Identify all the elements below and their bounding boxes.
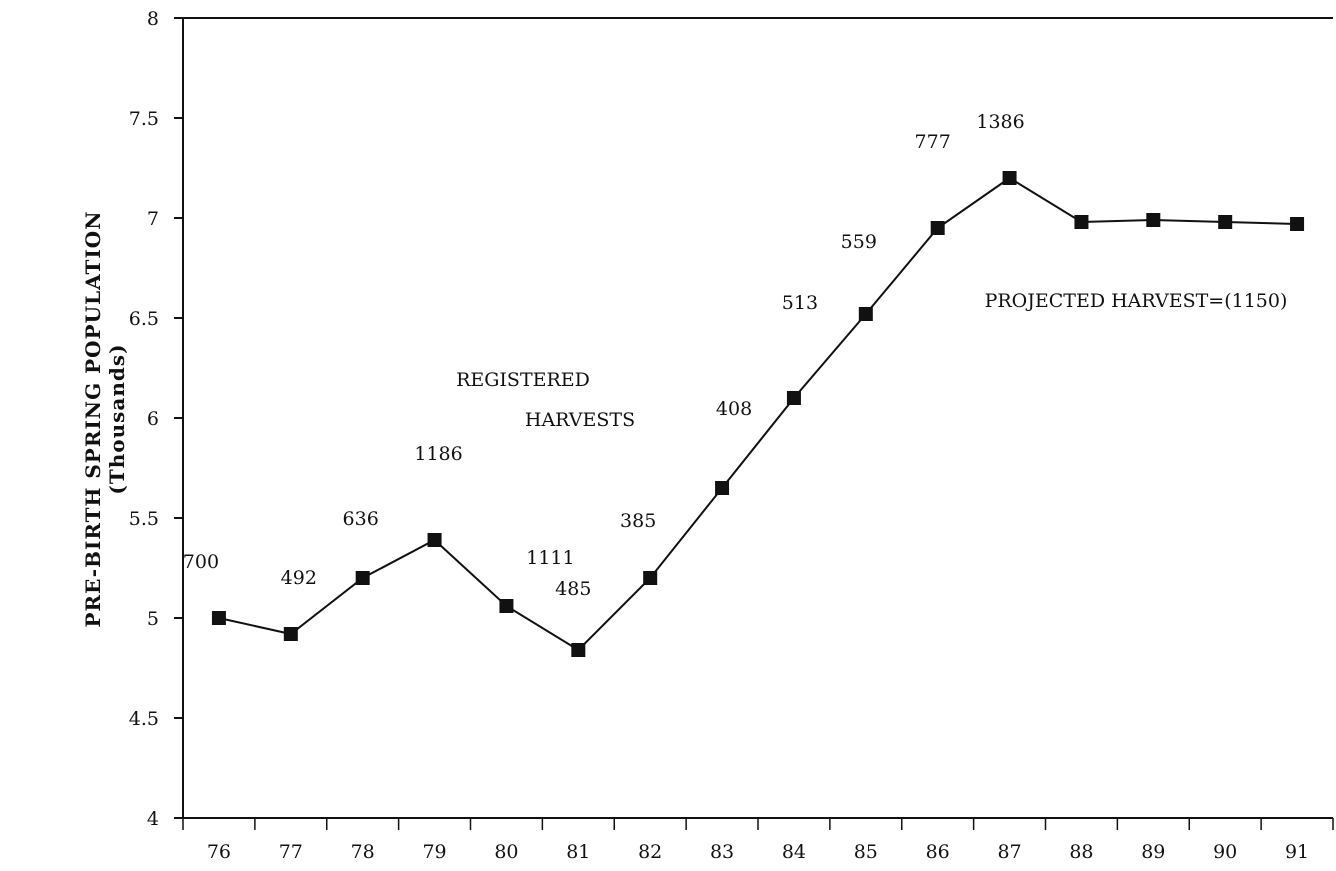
data-label: 777	[915, 131, 951, 153]
x-tick-label: 80	[494, 841, 518, 863]
data-point-marker	[715, 481, 730, 495]
data-point-marker	[427, 533, 442, 547]
data-point-marker	[1218, 215, 1233, 229]
annotation-registered: REGISTERED	[456, 369, 590, 391]
x-tick-label: 76	[207, 841, 231, 863]
annotation-projected: PROJECTED HARVEST=(1150)	[985, 290, 1288, 312]
data-point-marker	[930, 221, 945, 235]
data-label: 700	[183, 551, 219, 573]
data-point-marker	[858, 307, 873, 321]
data-point-marker	[1002, 171, 1017, 185]
data-point-marker	[1074, 215, 1089, 229]
data-point-marker	[283, 627, 298, 641]
y-axis-label: PRE-BIRTH SPRING POPULATION	[81, 211, 105, 628]
data-label: 513	[782, 292, 818, 314]
data-point-marker	[499, 599, 514, 613]
x-tick-label: 83	[710, 841, 734, 863]
data-point-marker	[786, 391, 801, 405]
data-point-marker	[1146, 213, 1161, 227]
y-tick-label: 5	[147, 608, 159, 630]
y-tick-label: 4.5	[129, 708, 159, 730]
data-point-marker	[643, 571, 658, 585]
y-tick-label: 4	[147, 808, 159, 830]
data-point-marker	[571, 643, 586, 657]
y-axis-label-unit: (Thousands)	[105, 343, 129, 494]
data-point-marker	[1290, 217, 1305, 231]
x-tick-label: 88	[1069, 841, 1093, 863]
data-label: 492	[281, 567, 317, 589]
x-tick-label: 81	[566, 841, 590, 863]
x-tick-label: 82	[638, 841, 662, 863]
x-tick-label: 89	[1141, 841, 1165, 863]
data-label: 1186	[414, 443, 462, 465]
y-axis-label-group: PRE-BIRTH SPRING POPULATION (Thousands)	[81, 211, 129, 628]
y-tick-label: 6	[147, 408, 159, 430]
y-tick-label: 5.5	[129, 508, 159, 530]
y-tick-label: 6.5	[129, 308, 159, 330]
x-tick-label: 85	[854, 841, 878, 863]
x-tick-label: 91	[1285, 841, 1309, 863]
data-label: 485	[555, 578, 591, 600]
axes: 4 4.5 5 5.5 6 6.5 7 7.5 8 76 77 78 79 80 81 82 83 84 85 86 8…	[129, 8, 1334, 863]
data-label: 385	[620, 510, 656, 532]
x-tick-label: 86	[926, 841, 950, 863]
y-tick-label: 7	[147, 208, 159, 230]
data-label: 1386	[976, 111, 1024, 133]
data-label: 636	[343, 508, 379, 530]
annotations-group: REGISTERED HARVESTS PROJECTED HARVEST=(115…	[456, 290, 1287, 431]
data-point-marker	[211, 611, 226, 625]
series-line-group	[211, 171, 1305, 657]
x-tick-label: 78	[351, 841, 375, 863]
y-tick-label: 8	[147, 8, 159, 30]
annotation-harvests: HARVESTS	[525, 409, 635, 431]
x-tick-label: 90	[1213, 841, 1237, 863]
data-label: 559	[841, 231, 877, 253]
x-tick-label: 87	[997, 841, 1021, 863]
point-labels-group: 700 492 636 1186 1111 485 385 408 513 559 777 1386	[183, 111, 1025, 600]
data-label: 408	[716, 398, 752, 420]
data-point-marker	[355, 571, 370, 585]
x-tick-label: 79	[422, 841, 446, 863]
y-tick-label: 7.5	[129, 108, 159, 130]
series-line	[218, 176, 1298, 652]
data-label: 1111	[526, 547, 574, 569]
x-tick-label: 77	[279, 841, 303, 863]
x-tick-label: 84	[782, 841, 806, 863]
